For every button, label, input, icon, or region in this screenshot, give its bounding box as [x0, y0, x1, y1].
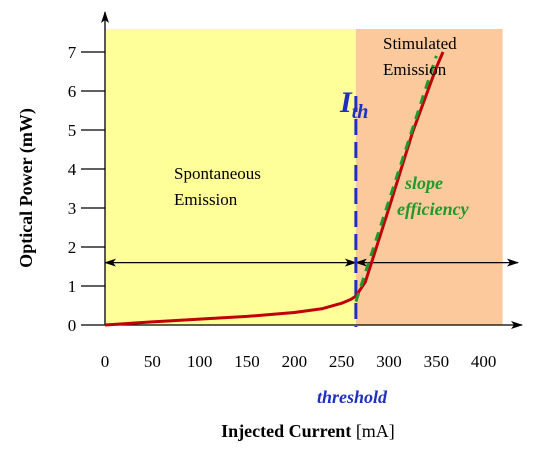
x-tick-label-150: 150 [234, 352, 260, 371]
y-tick-label-2: 2 [68, 238, 77, 257]
y-axis-title: Optical Power (mW) [16, 108, 37, 268]
spontaneous-label-line1: Spontaneous [174, 164, 261, 183]
x-tick-label-250: 250 [329, 352, 355, 371]
y-tick-label-0: 0 [68, 316, 77, 335]
spontaneous-label-line2: Emission [174, 190, 238, 209]
region-stimulated [355, 29, 503, 325]
series [104, 51, 519, 327]
ticks: 0 1 2 3 4 5 6 7 0 50 100 150 200 250 300 350 400 [68, 43, 497, 371]
y-tick-label-1: 1 [68, 277, 77, 296]
region-spontaneous [105, 29, 356, 325]
y-tick-label-6: 6 [68, 82, 77, 101]
stimulated-label-line1: Stimulated [383, 34, 457, 53]
slope-label-line2: efficiency [397, 199, 470, 219]
x-axis-title: Injected Current [mA] [221, 421, 395, 441]
threshold-label: threshold [317, 387, 388, 407]
x-tick-label-50: 50 [144, 352, 161, 371]
x-tick-label-300: 300 [376, 352, 402, 371]
x-tick-label-350: 350 [424, 352, 450, 371]
x-tick-label-400: 400 [471, 352, 497, 371]
x-tick-label-100: 100 [187, 352, 213, 371]
stimulated-label-line2: Emission [383, 60, 447, 79]
slope-efficiency-line [354, 55, 438, 303]
y-tick-label-4: 4 [68, 160, 77, 179]
emission-regions [105, 29, 503, 325]
y-tick-label-5: 5 [68, 121, 77, 140]
x-tick-label-0: 0 [101, 352, 110, 371]
slope-label-line1: slope [404, 173, 443, 193]
y-tick-label-3: 3 [68, 199, 77, 218]
y-tick-label-7: 7 [68, 43, 77, 62]
x-tick-label-200: 200 [282, 352, 308, 371]
